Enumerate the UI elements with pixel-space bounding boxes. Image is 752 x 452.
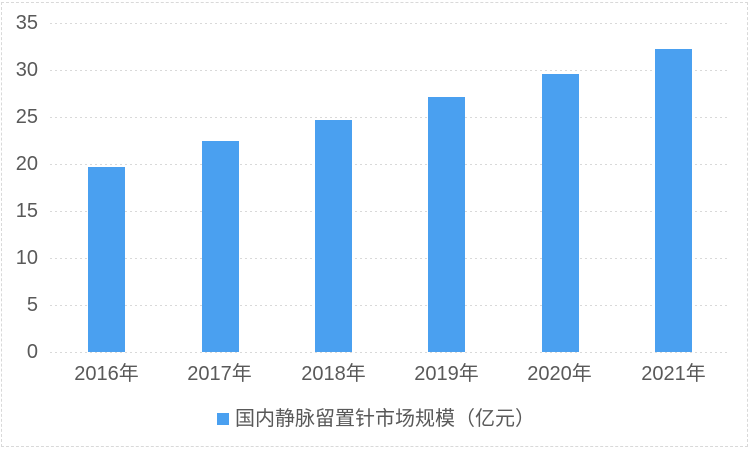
y-axis-tick-label: 10 bbox=[15, 247, 38, 269]
y-axis-tick-label: 0 bbox=[26, 341, 38, 363]
bar-2021年 bbox=[655, 49, 692, 352]
bar-2016年 bbox=[88, 167, 125, 352]
y-axis-tick-label: 35 bbox=[15, 12, 38, 34]
x-axis-label: 2020年 bbox=[527, 363, 592, 385]
x-axis-label: 2021年 bbox=[641, 363, 706, 385]
bar-2017年 bbox=[202, 141, 239, 352]
gridline-y-35 bbox=[50, 23, 730, 24]
y-axis-tick-label: 20 bbox=[15, 153, 38, 175]
y-axis-tick-label: 15 bbox=[15, 200, 38, 222]
y-axis-tick-label: 25 bbox=[15, 106, 38, 128]
legend-series-label: 国内静脉留置针市场规模（亿元） bbox=[235, 408, 535, 430]
x-axis-label: 2017年 bbox=[187, 363, 252, 385]
x-axis-label: 2016年 bbox=[74, 363, 139, 385]
y-axis-tick-label: 30 bbox=[15, 59, 38, 81]
gridline-y-0 bbox=[50, 352, 730, 353]
gridline-y-30 bbox=[50, 70, 730, 71]
legend: 国内静脉留置针市场规模（亿元） bbox=[0, 407, 752, 431]
gridline-y-10 bbox=[50, 258, 730, 259]
gridline-y-15 bbox=[50, 211, 730, 212]
x-axis-label: 2018年 bbox=[301, 363, 366, 385]
y-axis-tick-label: 5 bbox=[26, 294, 38, 316]
legend-marker-square bbox=[217, 413, 229, 425]
gridline-y-20 bbox=[50, 164, 730, 165]
gridline-y-5 bbox=[50, 305, 730, 306]
bar-2020年 bbox=[542, 74, 579, 352]
bar-2018年 bbox=[315, 120, 352, 352]
x-axis-label: 2019年 bbox=[414, 363, 479, 385]
gridline-y-25 bbox=[50, 117, 730, 118]
bar-2019年 bbox=[428, 97, 465, 352]
